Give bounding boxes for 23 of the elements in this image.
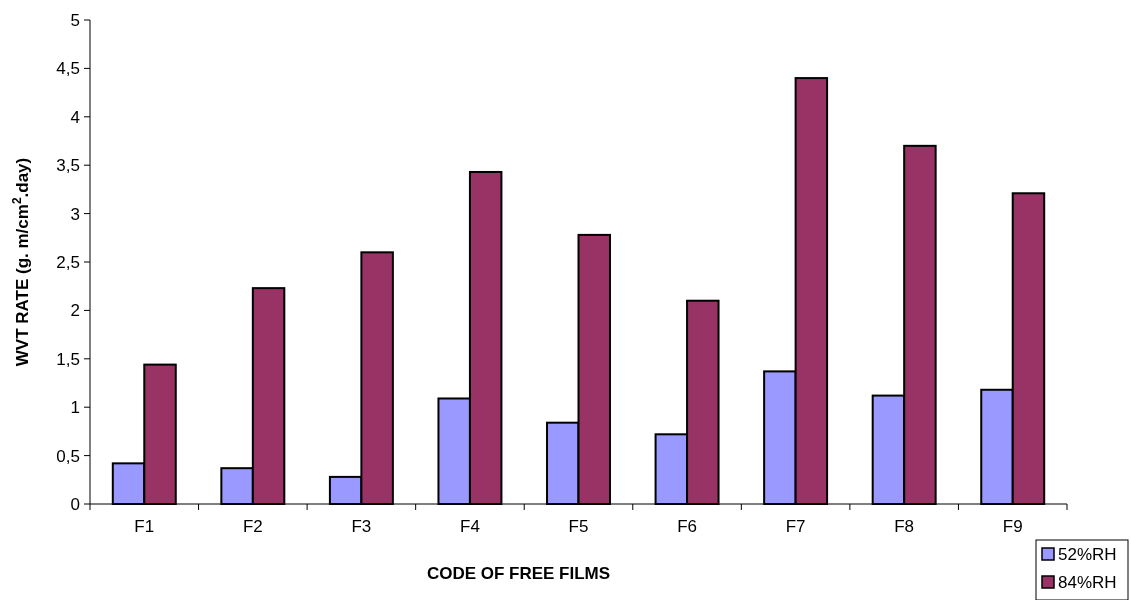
x-tick-label: F6 xyxy=(677,517,697,536)
x-tick-label: F1 xyxy=(134,517,155,536)
y-tick-label: 1 xyxy=(70,398,80,418)
y-tick-label: 2 xyxy=(70,301,80,321)
y-tick-label: 3,5 xyxy=(56,156,80,176)
legend-label: 52%RH xyxy=(1058,544,1117,564)
y-tick-label: 1,5 xyxy=(56,349,80,369)
x-tick-label: F3 xyxy=(351,517,372,536)
x-axis-title: CODE OF FREE FILMS xyxy=(426,564,611,583)
x-tick-label: F9 xyxy=(1002,517,1023,536)
y-tick-label: 4 xyxy=(70,107,80,127)
x-tick-label: F7 xyxy=(785,517,806,536)
x-tick-label: F5 xyxy=(568,517,589,536)
legend-label: 84%RH xyxy=(1058,572,1117,592)
x-tick-label: F2 xyxy=(242,517,263,536)
x-tick-label: F8 xyxy=(894,517,915,536)
x-tick-label: F4 xyxy=(460,517,480,536)
y-tick-label: 0 xyxy=(70,494,80,514)
y-tick-label: 4,5 xyxy=(56,59,80,79)
y-tick-label: 0,5 xyxy=(56,446,80,466)
y-tick-label: 2,5 xyxy=(56,252,80,272)
y-tick-label: 5 xyxy=(70,10,80,30)
y-tick-label: 3 xyxy=(70,204,80,224)
